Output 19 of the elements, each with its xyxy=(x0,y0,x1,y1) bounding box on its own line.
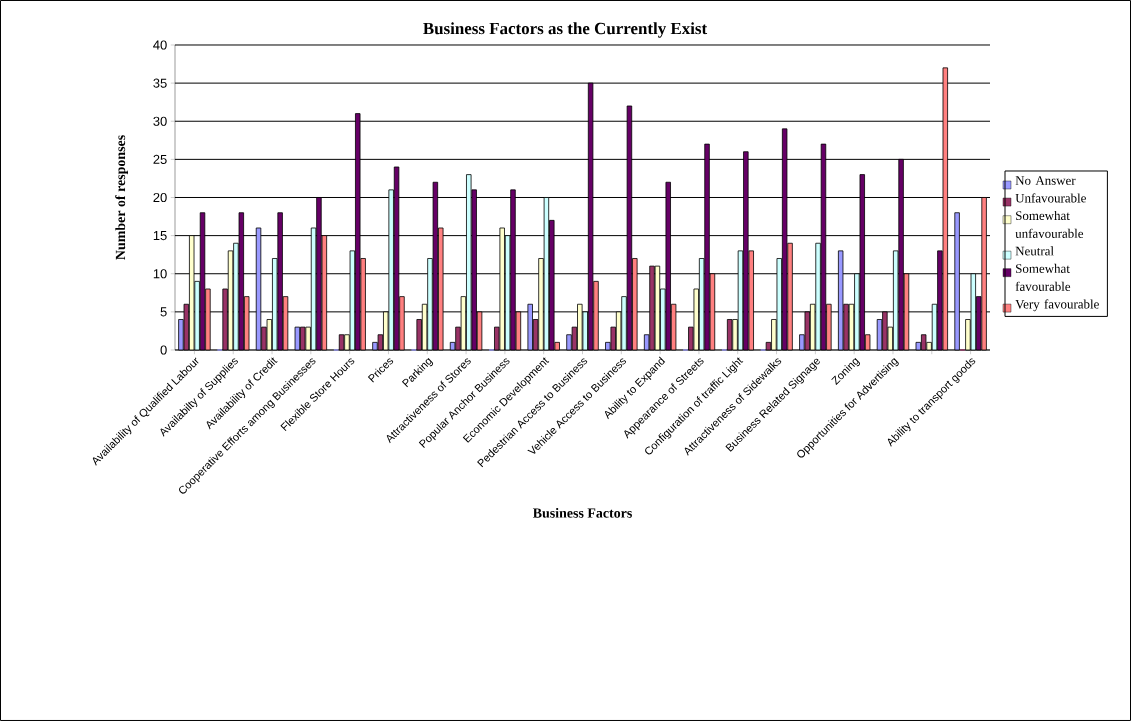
legend-label: Unfavourable xyxy=(1015,193,1086,203)
bar xyxy=(726,319,733,351)
y-tick-label: 40 xyxy=(153,40,167,50)
legend-label: Somewhat favourable xyxy=(1015,263,1071,291)
chart-title: Business Factors as the Currently Exist xyxy=(423,22,708,38)
y-tick-label: 35 xyxy=(153,78,167,88)
y-axis-title: Number of responses xyxy=(115,135,128,260)
legend-label: Very favourable xyxy=(1015,299,1099,312)
x-axis-title: Business Factors xyxy=(532,507,632,518)
y-tick-label: 10 xyxy=(153,269,167,279)
y-tick-label: 20 xyxy=(153,192,167,203)
y-tick-label: 15 xyxy=(153,231,167,241)
y-tick-label: 5 xyxy=(160,307,167,317)
y-tick-label: 25 xyxy=(153,154,167,164)
legend-label: Somewhat unfavourable xyxy=(1015,210,1084,238)
legend-label: No Answer xyxy=(1015,176,1076,185)
y-tick-label: 0 xyxy=(160,345,167,355)
legend-label: Neutral xyxy=(1015,246,1054,256)
y-tick-label: 30 xyxy=(153,116,167,126)
